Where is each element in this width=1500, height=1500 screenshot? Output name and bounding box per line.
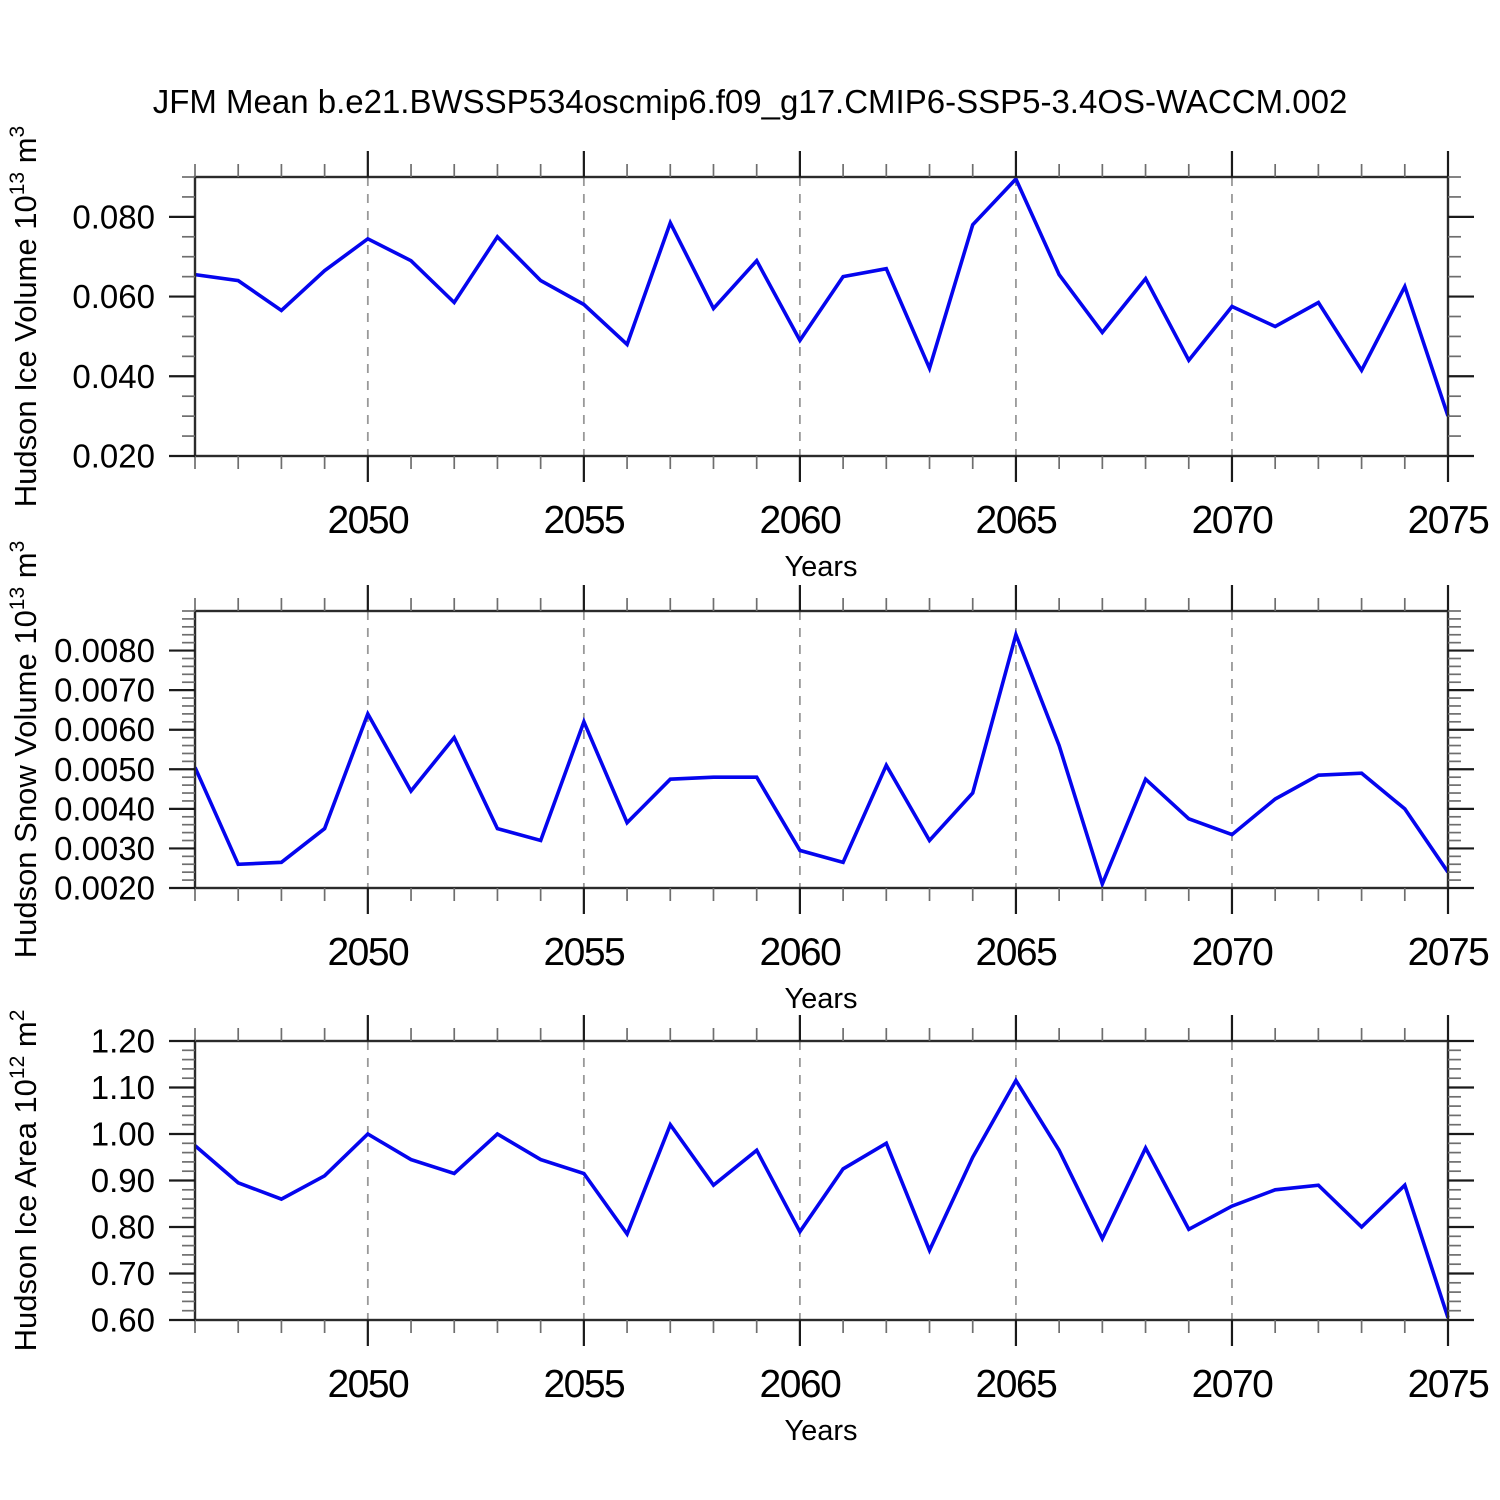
y-tick-label-0.80: 0.80	[91, 1209, 155, 1246]
x-tick-label-2075: 2075	[1408, 499, 1490, 542]
x-tick-label-2065: 2065	[976, 499, 1058, 542]
y-tick-label-0.0060: 0.0060	[54, 711, 155, 748]
x-axis-title-panel-2: Years	[784, 983, 857, 1015]
plot-box	[193, 609, 1450, 890]
x-tick-label-2060: 2060	[760, 931, 842, 974]
panel-hudson-ice-volume: 2050 2055 2060 2065 2070 2075 0.020 0.040 0.060 0…	[6, 126, 1491, 542]
x-tick-label-2070: 2070	[1192, 499, 1274, 542]
plot-box	[193, 175, 1450, 458]
y-tick-label-0.0020: 0.0020	[54, 870, 155, 907]
x-tick-label-2055: 2055	[543, 499, 625, 542]
y-tick-label-0.040: 0.040	[72, 358, 155, 395]
panels-group: 2050 2055 2060 2065 2070 2075 0.020 0.040 0.060 0…	[6, 126, 1491, 1406]
x-tick-label-2065: 2065	[976, 931, 1058, 974]
y-tick-label-0.0070: 0.0070	[54, 672, 155, 709]
x-tick-label-2055: 2055	[543, 1363, 625, 1406]
x-tick-label-2050: 2050	[327, 931, 409, 974]
y-tick-label-0.60: 0.60	[91, 1302, 155, 1339]
y-tick-label-0.0050: 0.0050	[54, 751, 155, 788]
x-tick-label-2060: 2060	[760, 1363, 842, 1406]
x-tick-label-2050: 2050	[327, 1363, 409, 1406]
series-line-hudson-ice-volume	[194, 175, 1450, 417]
ticks	[169, 585, 1474, 914]
ticks	[169, 151, 1474, 482]
plot-box	[193, 1039, 1450, 1322]
y-axis-title-hudson-snow-volume: Hudson Snow Volume 1013 m3	[6, 541, 43, 959]
y-tick-label-0.70: 0.70	[91, 1255, 155, 1292]
y-tick-label-0.080: 0.080	[72, 198, 155, 235]
series-line-hudson-ice-area	[193, 1076, 1450, 1319]
y-tick-label-1.00: 1.00	[91, 1116, 155, 1153]
y-tick-label-1.10: 1.10	[91, 1069, 155, 1106]
x-tick-label-2075: 2075	[1408, 1363, 1490, 1406]
y-tick-label-0.90: 0.90	[91, 1162, 155, 1199]
x-axis-title-panel-1: Years	[784, 551, 857, 583]
panel-hudson-ice-area: 2050 2055 2060 2065 2070 2075 0.60 0.70 0.80 0.90…	[6, 1010, 1491, 1406]
x-tick-label-2050: 2050	[327, 499, 409, 542]
x-tick-label-2070: 2070	[1192, 931, 1274, 974]
x-tick-label-2055: 2055	[543, 931, 625, 974]
chart-title: JFM Mean b.e21.BWSSP534oscmip6.f09_g17.C…	[153, 83, 1348, 120]
y-tick-label-0.020: 0.020	[72, 438, 155, 475]
x-tick-label-2060: 2060	[760, 499, 842, 542]
ticks	[169, 1015, 1474, 1346]
y-tick-label-0.060: 0.060	[72, 278, 155, 315]
x-tick-label-2075: 2075	[1408, 931, 1490, 974]
y-tick-label-0.0040: 0.0040	[54, 790, 155, 827]
y-axis-title-hudson-ice-volume: Hudson Ice Volume 1013 m3	[6, 126, 43, 507]
x-axis-title-panel-3: Years	[784, 1415, 857, 1447]
series-line-hudson-snow-volume	[193, 628, 1450, 890]
y-axis-title-hudson-ice-area: Hudson Ice Area 1012 m2	[6, 1010, 43, 1352]
y-tick-label-0.0030: 0.0030	[54, 830, 155, 867]
y-tick-label-0.0080: 0.0080	[54, 632, 155, 669]
y-tick-label-1.20: 1.20	[91, 1023, 155, 1060]
panel-hudson-snow-volume: 2050 2055 2060 2065 2070 20750.00200.00300.00…	[6, 541, 1491, 974]
x-tick-label-2065: 2065	[976, 1363, 1058, 1406]
x-tick-label-2070: 2070	[1192, 1363, 1274, 1406]
